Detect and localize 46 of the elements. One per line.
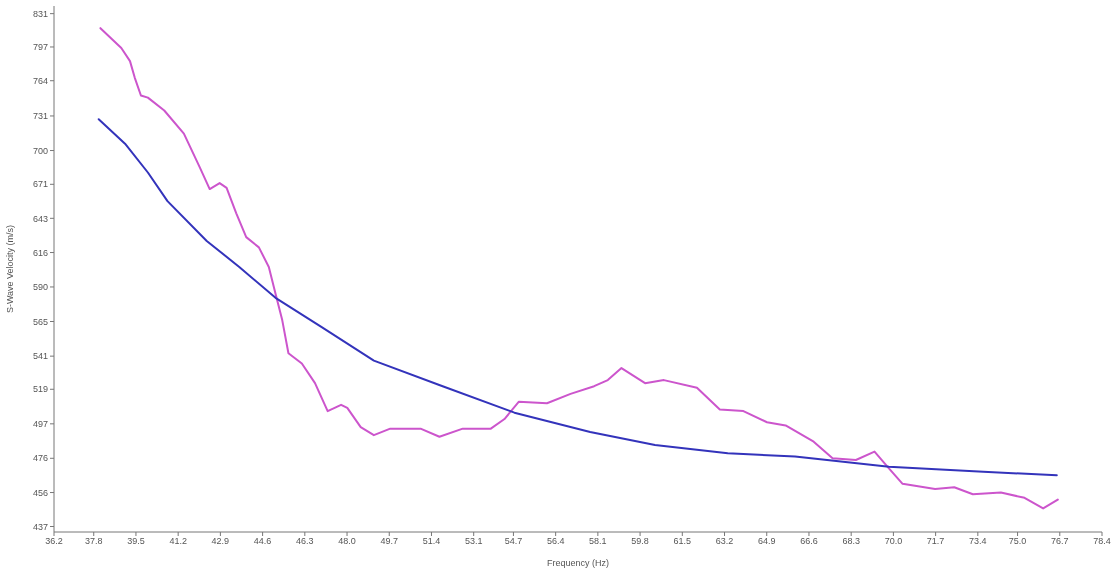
x-tick-label: 64.9 <box>757 536 776 547</box>
y-tick-label: 643 <box>32 213 48 224</box>
y-tick-label: 764 <box>32 75 48 86</box>
x-tick-label: 61.5 <box>673 536 692 547</box>
y-tick-label: 616 <box>32 247 48 258</box>
x-tick-label: 68.3 <box>842 536 860 547</box>
x-tick-label: 63.2 <box>715 536 734 547</box>
x-axis-title: Frequency (Hz) <box>546 558 610 568</box>
y-tick-label: 700 <box>32 145 48 156</box>
y-tick-label: 497 <box>32 419 48 430</box>
y-tick-label: 731 <box>32 111 48 122</box>
x-tick-label: 53.1 <box>464 536 483 547</box>
y-tick-label: 831 <box>32 8 48 19</box>
x-tick-label: 66.6 <box>800 536 818 547</box>
x-tick-label: 49.7 <box>380 536 399 547</box>
x-tick-label: 36.2 <box>45 536 63 547</box>
x-tick-label: 41.2 <box>169 536 187 547</box>
y-tick-label: 456 <box>32 487 48 498</box>
y-tick-label: 541 <box>32 351 48 362</box>
x-tick-label: 59.8 <box>631 536 649 547</box>
x-tick-label: 71.7 <box>926 536 945 547</box>
y-tick-label: 671 <box>32 179 48 190</box>
x-tick-label: 70.0 <box>884 536 903 547</box>
x-tick-label: 44.6 <box>253 536 272 547</box>
y-tick-label: 519 <box>32 384 48 395</box>
x-tick-label: 48.0 <box>338 536 356 547</box>
x-tick-label: 51.4 <box>422 536 441 547</box>
x-tick-label: 73.4 <box>969 536 987 547</box>
y-tick-label: 590 <box>32 282 48 293</box>
line-series <box>97 118 1058 477</box>
x-tick-label: 46.3 <box>296 536 314 547</box>
y-tick-label: 565 <box>32 316 48 327</box>
x-tick-label: 39.5 <box>127 536 145 547</box>
x-tick-label: 54.7 <box>504 536 523 547</box>
y-axis-title: S-Wave Velocity (m/s) <box>5 224 16 314</box>
line-series <box>99 27 1059 510</box>
x-tick-label: 37.8 <box>84 536 103 547</box>
x-tick-label: 58.1 <box>589 536 607 547</box>
x-tick-label: 76.7 <box>1051 536 1069 547</box>
x-tick-label: 75.0 <box>1008 536 1027 547</box>
y-tick-label: 437 <box>32 521 48 532</box>
x-tick-label: 56.4 <box>546 536 565 547</box>
x-tick-label: 42.9 <box>211 536 230 547</box>
y-tick-label: 476 <box>32 453 48 464</box>
x-tick-label: 78.4 <box>1093 536 1111 547</box>
y-tick-label: 797 <box>32 42 48 53</box>
